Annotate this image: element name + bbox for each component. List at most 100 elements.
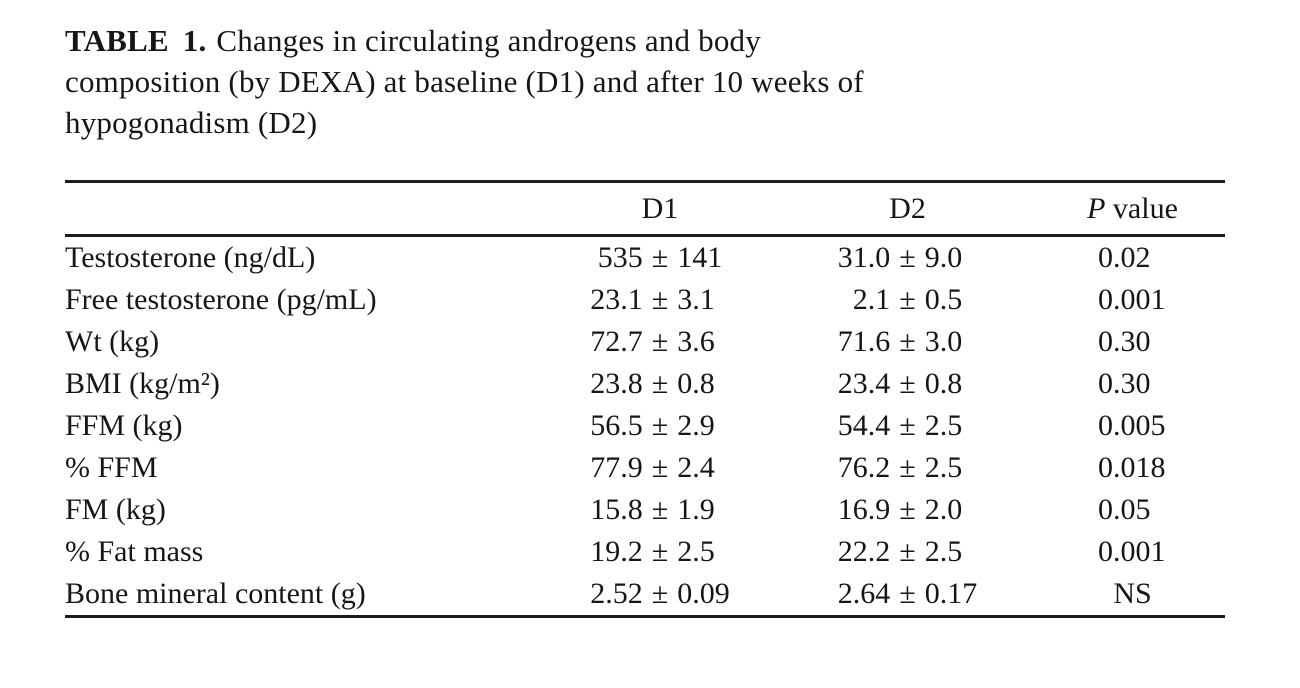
p-value-cell: 0.005 [1098,409,1166,442]
d2-sd: 2.0 [924,493,963,526]
p-value-cell: NS [1113,577,1152,610]
d1-mean: 535 [597,241,643,274]
plus-minus-icon: ± [899,241,916,274]
d2-cell: 54.4 ±2.5 [775,409,1040,443]
plus-minus-icon: ± [651,367,669,400]
row-label: FM (kg) [65,493,166,526]
d2-cell: 71.6 ±3.0 [775,325,1040,359]
caption-text-1: Changes in circulating androgens and bod… [216,23,761,58]
p-value-cell: 0.018 [1098,451,1166,484]
table-row: % FFM 77.9 ±2.4 76.2 ±2.5 0.018 [65,447,1225,489]
p-value-cell: 0.30 [1098,325,1151,358]
plus-minus-icon: ± [899,409,916,442]
d1-sd: 0.8 [677,367,715,400]
data-table: D1 D2 P value Testosterone (ng/dL) 535 ±1… [65,180,1225,618]
plus-minus-icon: ± [651,577,669,610]
table-row: Wt (kg) 72.7 ±3.6 71.6 ±3.0 0.30 [65,321,1225,363]
d2-mean: 2.1 [852,283,891,316]
table-header-row: D1 D2 P value [65,183,1225,237]
d1-sd: 3.6 [677,325,715,358]
d1-cell: 77.9 ±2.4 [545,451,775,485]
d2-cell: 2.1 ±0.5 [775,283,1040,317]
d2-cell: 76.2 ±2.5 [775,451,1040,485]
plus-minus-icon: ± [651,535,669,568]
row-label: Free testosterone (pg/mL) [65,283,377,316]
d1-sd: 1.9 [677,493,715,526]
d1-sd: 141 [677,241,723,274]
p-value-cell: 0.001 [1098,283,1166,316]
d1-mean: 2.52 [590,577,643,610]
plus-minus-icon: ± [899,577,916,610]
d2-mean: 71.6 [837,325,891,358]
plus-minus-icon: ± [651,241,669,274]
plus-minus-icon: ± [651,409,669,442]
plus-minus-icon: ± [651,283,669,316]
row-label: % FFM [65,451,158,484]
d2-cell: 2.64 ±0.17 [775,577,1040,611]
d2-sd: 2.5 [924,409,963,442]
d1-mean: 72.7 [590,325,643,358]
row-label: Bone mineral content (g) [65,577,366,610]
d2-mean: 54.4 [837,409,891,442]
d2-sd: 9.0 [924,241,963,274]
table-row: Bone mineral content (g) 2.52 ±0.09 2.64 ±… [65,573,1225,615]
row-label: Testosterone (ng/dL) [65,241,316,274]
caption-line-2: composition (by DEXA) at baseline (D1) a… [65,64,864,99]
table-row: FFM (kg) 56.5 ±2.9 54.4 ±2.5 0.005 [65,405,1225,447]
plus-minus-icon: ± [899,535,916,568]
header-p-italic: P [1087,191,1106,225]
d2-cell: 16.9 ±2.0 [775,493,1040,527]
d2-mean: 23.4 [837,367,891,400]
d1-cell: 2.52 ±0.09 [545,577,775,611]
table-row: BMI (kg/m²) 23.8 ±0.8 23.4 ±0.8 0.30 [65,363,1225,405]
d2-mean: 2.64 [837,577,891,610]
plus-minus-icon: ± [651,493,669,526]
d1-mean: 23.8 [590,367,643,400]
d2-sd: 3.0 [924,325,963,358]
p-value-cell: 0.30 [1098,367,1151,400]
d1-cell: 23.1 ±3.1 [545,283,775,317]
table-number-label: TABLE 1. [65,23,207,58]
d2-sd: 2.5 [924,535,963,568]
d1-sd: 0.09 [677,577,730,610]
d2-mean: 16.9 [837,493,891,526]
table-row: FM (kg) 15.8 ±1.9 16.9 ±2.0 0.05 [65,489,1225,531]
plus-minus-icon: ± [899,367,916,400]
row-label: FFM (kg) [65,409,183,442]
row-label: BMI (kg/m²) [65,367,220,400]
d1-sd: 2.4 [677,451,715,484]
plus-minus-icon: ± [899,451,916,484]
d1-cell: 72.7 ±3.6 [545,325,775,359]
header-p-rest: value [1105,191,1178,225]
table-row: Free testosterone (pg/mL) 23.1 ±3.1 2.1 ±0… [65,279,1225,321]
d1-sd: 2.9 [677,409,715,442]
d2-sd: 0.17 [924,577,978,610]
d1-cell: 56.5 ±2.9 [545,409,775,443]
plus-minus-icon: ± [651,325,669,358]
table-row: Testosterone (ng/dL) 535 ±141 31.0 ±9.0 0.… [65,237,1225,279]
d2-cell: 31.0 ±9.0 [775,241,1040,275]
plus-minus-icon: ± [899,325,916,358]
table-row: % Fat mass 19.2 ±2.5 22.2 ±2.5 0.001 [65,531,1225,573]
row-label: Wt (kg) [65,325,160,358]
d2-sd: 0.5 [924,283,963,316]
p-value-cell: 0.05 [1098,493,1151,526]
d2-cell: 22.2 ±2.5 [775,535,1040,569]
header-d2: D2 [889,191,926,225]
caption-line-1: TABLE 1. Changes in circulating androgens… [65,20,1185,61]
d2-mean: 22.2 [837,535,891,568]
caption-line-3: hypogonadism (D2) [65,105,318,140]
plus-minus-icon: ± [899,493,916,526]
plus-minus-icon: ± [899,283,916,316]
d2-mean: 76.2 [837,451,891,484]
d1-sd: 2.5 [677,535,715,568]
d1-sd: 3.1 [677,283,715,316]
d2-sd: 0.8 [924,367,963,400]
p-value-cell: 0.001 [1098,535,1166,568]
plus-minus-icon: ± [651,451,669,484]
d1-mean: 77.9 [590,451,643,484]
d1-mean: 15.8 [590,493,643,526]
p-value-cell: 0.02 [1098,241,1151,274]
d1-cell: 15.8 ±1.9 [545,493,775,527]
